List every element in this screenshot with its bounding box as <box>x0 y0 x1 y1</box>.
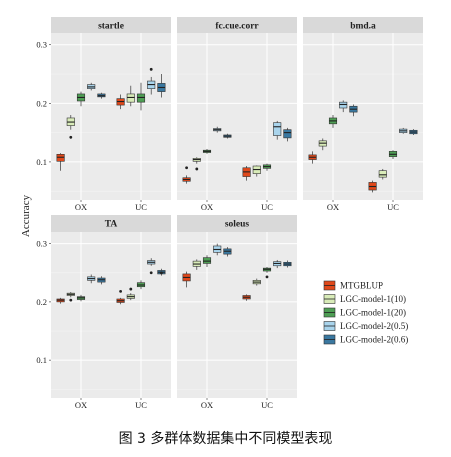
panel-background <box>177 232 297 398</box>
box-body <box>283 129 292 139</box>
legend-label: LGC-model-2(0.6) <box>340 335 408 345</box>
y-tick-label: 0.3 <box>36 239 47 249</box>
x-tick-label: OX <box>75 400 87 410</box>
y-tick-label: 0.1 <box>36 157 47 167</box>
box-outlier <box>69 135 73 139</box>
panel-title: startle <box>98 22 124 32</box>
x-tick-label: OX <box>201 400 213 410</box>
y-tick-label: 0.2 <box>36 297 47 307</box>
panel-background <box>51 33 171 200</box>
panel-title: TA <box>105 220 118 230</box>
box-outlier <box>265 275 269 279</box>
legend-label: LGC-model-1(20) <box>340 308 406 318</box>
box-body <box>273 122 282 136</box>
y-tick-label: 0.3 <box>36 40 47 50</box>
panel-strip <box>51 215 171 232</box>
box-outlier <box>160 271 163 275</box>
y-tick-label: 0.2 <box>36 98 47 108</box>
figure-caption: 图 3 多群体数据集中不同模型表现 <box>118 431 333 447</box>
box-outlier <box>149 67 153 71</box>
panel-title: soleus <box>225 220 250 230</box>
panel-strip <box>51 17 171 33</box>
box-outlier <box>119 290 122 293</box>
x-tick-label: UC <box>261 400 273 410</box>
panel-strip <box>303 17 423 33</box>
box-body <box>126 93 135 103</box>
legend-label: MTGBLUP <box>340 281 383 291</box>
box-outlier <box>149 271 153 275</box>
panel-title: fc.cue.corr <box>215 22 259 32</box>
box-body <box>202 257 212 264</box>
x-tick-label: UC <box>135 400 147 410</box>
x-tick-label: UC <box>387 202 399 212</box>
box-outlier <box>69 298 73 302</box>
panel-title: bmd.a <box>350 22 376 32</box>
x-tick-label: UC <box>135 202 147 212</box>
y-tick-label: 0.1 <box>36 355 47 365</box>
panel-strip <box>177 17 297 33</box>
box-outlier <box>129 287 133 291</box>
box-body <box>136 93 146 103</box>
panel-strip <box>177 215 297 232</box>
box-outlier <box>195 167 199 171</box>
panel-background <box>51 232 171 398</box>
box-body <box>378 170 387 178</box>
y-axis-label: Accuracy <box>20 194 32 237</box>
panel-background <box>303 33 423 200</box>
box-body <box>56 153 65 162</box>
x-tick-label: OX <box>75 202 87 212</box>
x-tick-label: OX <box>201 202 213 212</box>
legend-label: LGC-model-2(0.5) <box>340 321 408 331</box>
box-body <box>339 101 348 109</box>
x-tick-label: OX <box>327 202 339 212</box>
x-tick-label: UC <box>261 202 273 212</box>
panel-background <box>177 33 297 200</box>
legend-label: LGC-model-1(10) <box>340 294 406 304</box>
box-outlier <box>185 166 189 170</box>
